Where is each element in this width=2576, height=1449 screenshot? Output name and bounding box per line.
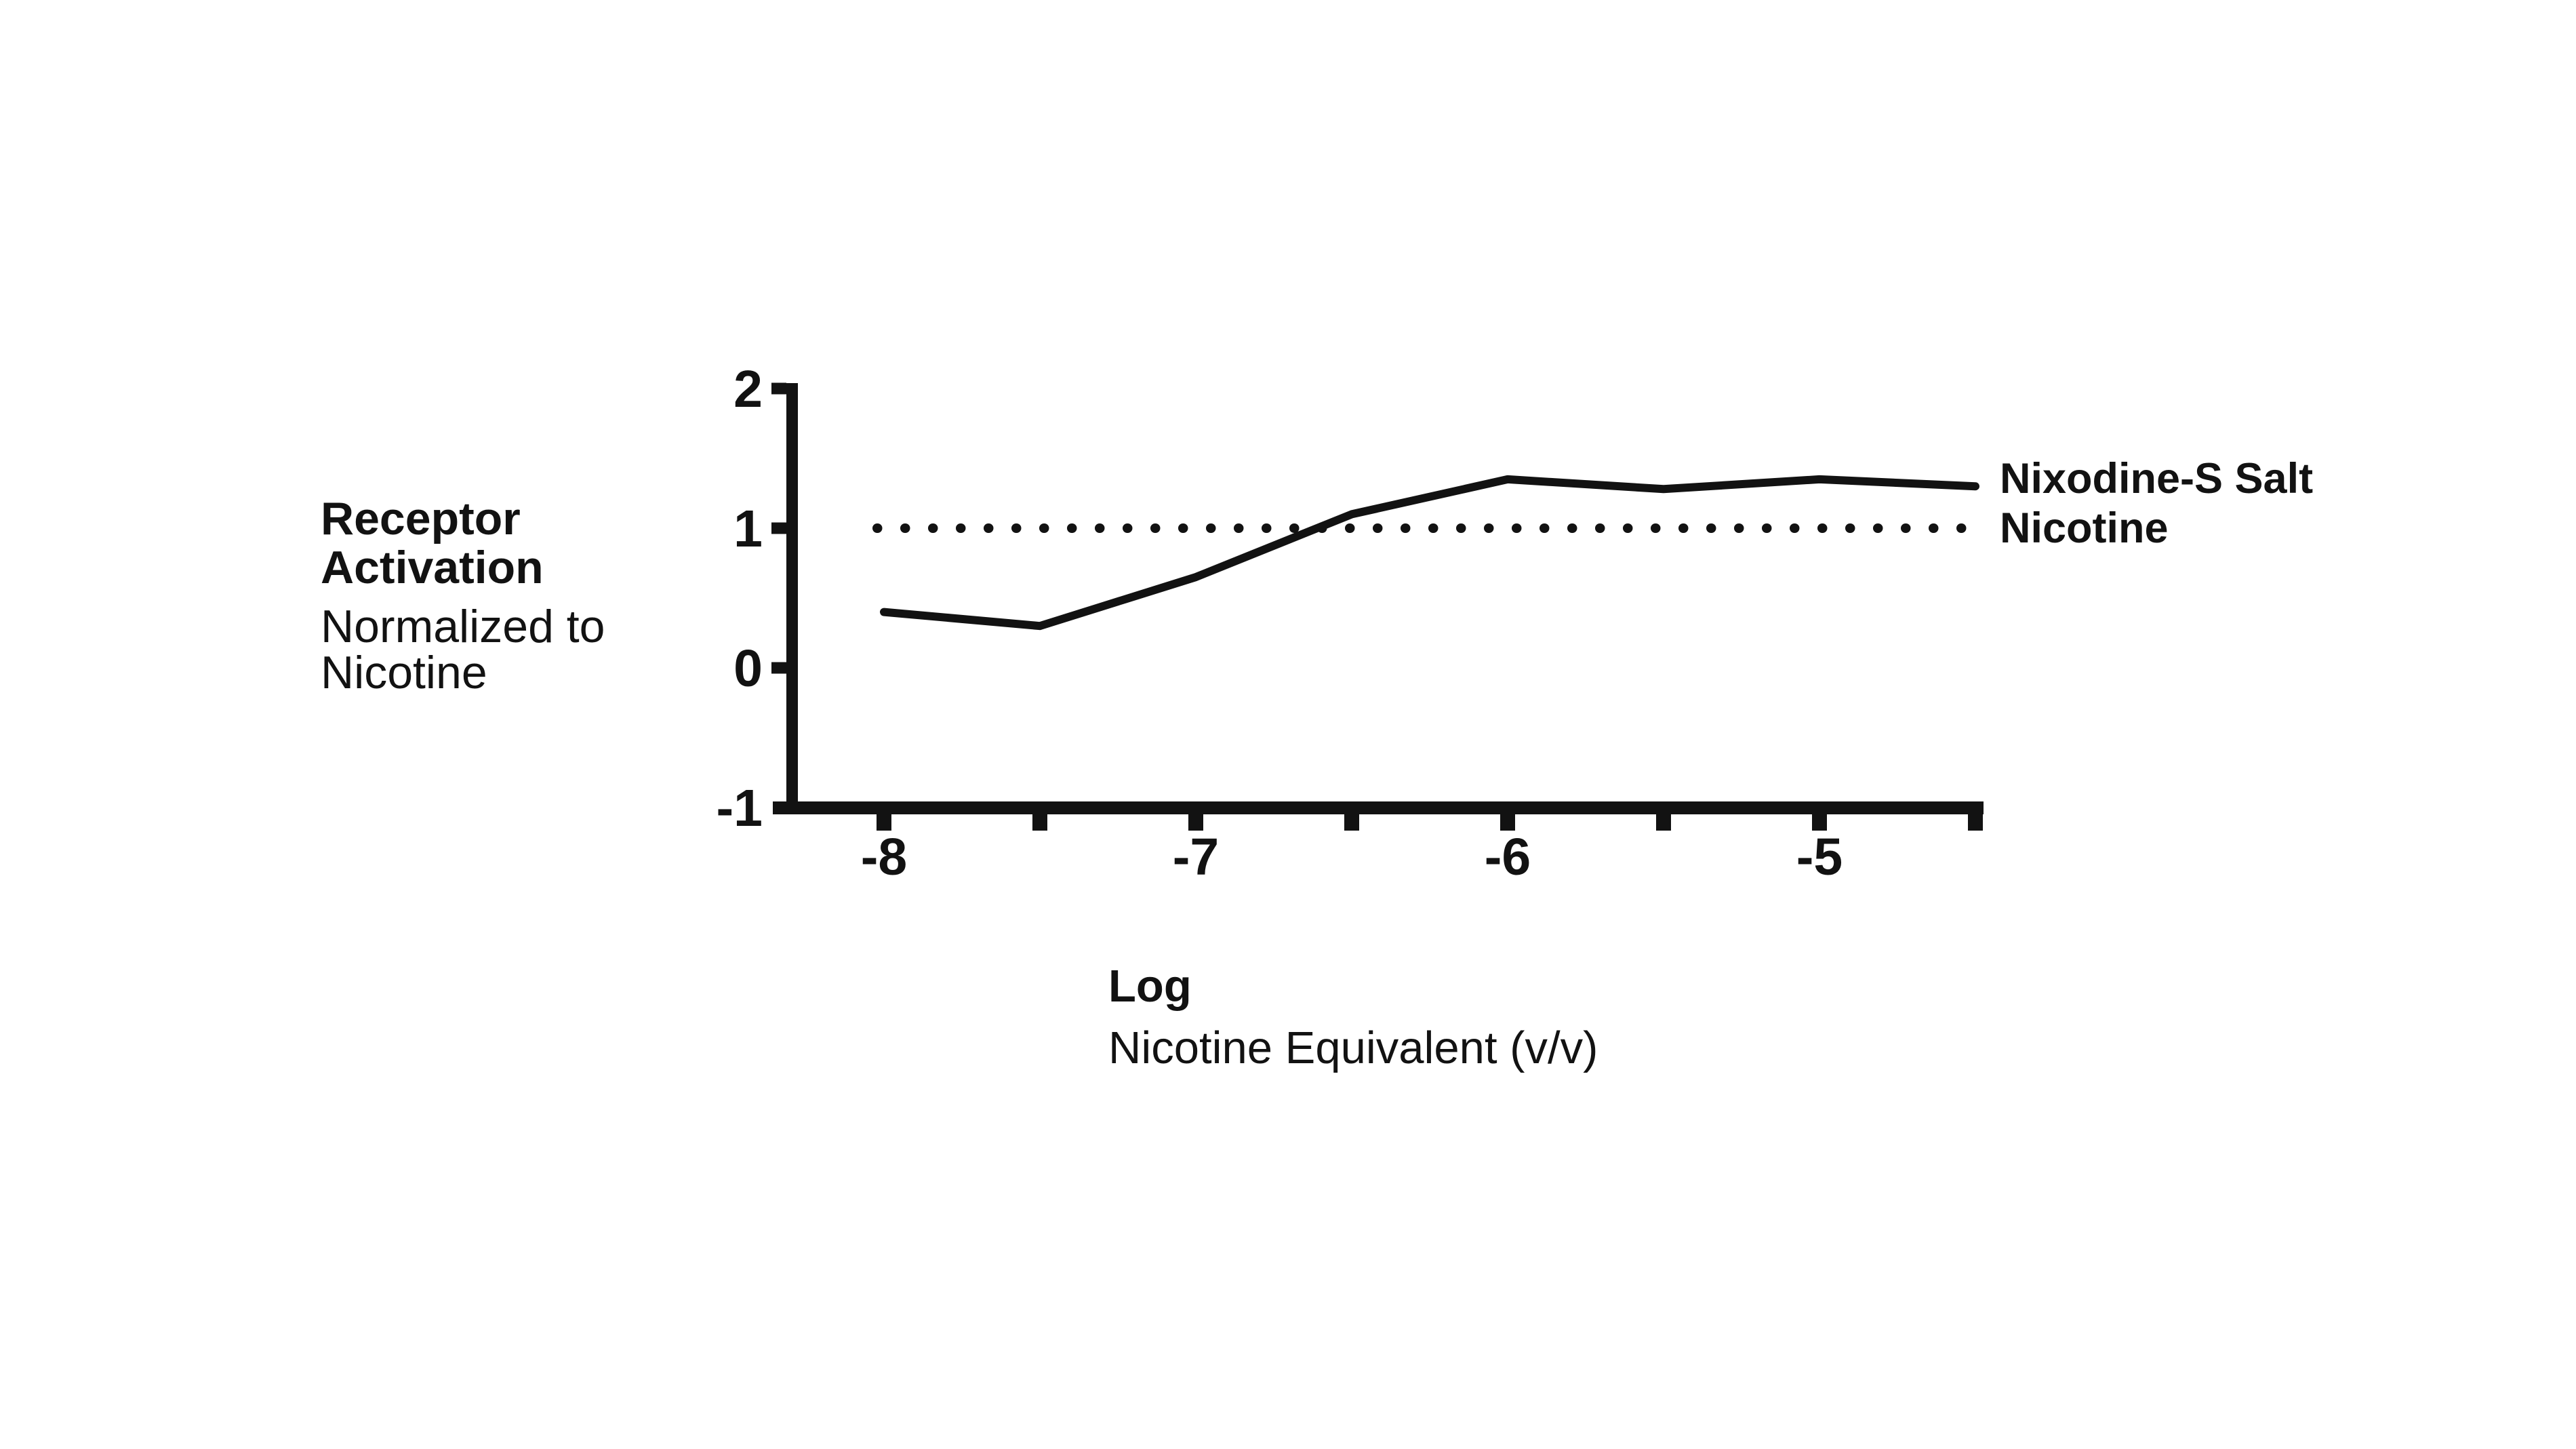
x-tick--7 [1188,814,1203,831]
y-axis-title-line-4: Nicotine [321,647,487,698]
x-axis-title-line-1: Log [1108,961,1192,1012]
y-tick-label-0: 0 [733,639,763,698]
x-tick--6.5 [1344,814,1359,831]
x-tick--4.5 [1968,814,1983,831]
x-tick-label--5: -5 [1796,828,1843,886]
nixodine-s-salt-line [880,475,1979,631]
x-tick--7.5 [1032,814,1047,831]
x-axis-tick-labels: -8 -7 -6 -5 [861,828,1843,886]
y-tick-label-1: 1 [733,500,763,558]
x-axis: -8 -7 -6 -5 [773,801,1984,886]
legend-label-nicotine: Nicotine [2000,504,2169,552]
x-tick--5.5 [1656,814,1671,831]
x-tick-label--7: -7 [1173,828,1219,886]
y-axis: 2 1 0 -1 [717,360,798,837]
y-tick-label-2: 2 [733,360,763,418]
y-tick-label--1: -1 [717,779,763,837]
x-axis-title-line-2: Nicotine Equivalent (v/v) [1108,1023,1598,1073]
x-tick--8 [877,814,891,831]
y-tick-2 [771,382,786,395]
y-axis-title-line-1: Receptor [321,493,521,544]
series-layer [872,475,1979,631]
x-tick-label--8: -8 [861,828,907,886]
x-axis-line [773,801,1984,814]
x-tick-label--6: -6 [1485,828,1531,886]
x-axis-ticks [877,814,1983,831]
legend: Nixodine-S Salt Nicotine [2000,455,2313,552]
y-axis-spine [786,383,798,801]
y-axis-title-line-2: Activation [321,542,544,593]
y-axis-ticks [771,382,786,674]
y-tick-1 [771,522,786,534]
x-tick--6 [1500,814,1515,831]
x-axis-title: Log Nicotine Equivalent (v/v) [1108,961,1598,1073]
legend-label-nixodine-s-salt: Nixodine-S Salt [2000,455,2313,502]
y-axis-title: Receptor Activation Normalized to Nicoti… [321,493,605,698]
y-axis-tick-labels: 2 1 0 -1 [717,360,763,837]
y-axis-title-line-3: Normalized to [321,601,605,652]
x-tick--5 [1812,814,1827,831]
y-tick-0 [771,662,786,674]
